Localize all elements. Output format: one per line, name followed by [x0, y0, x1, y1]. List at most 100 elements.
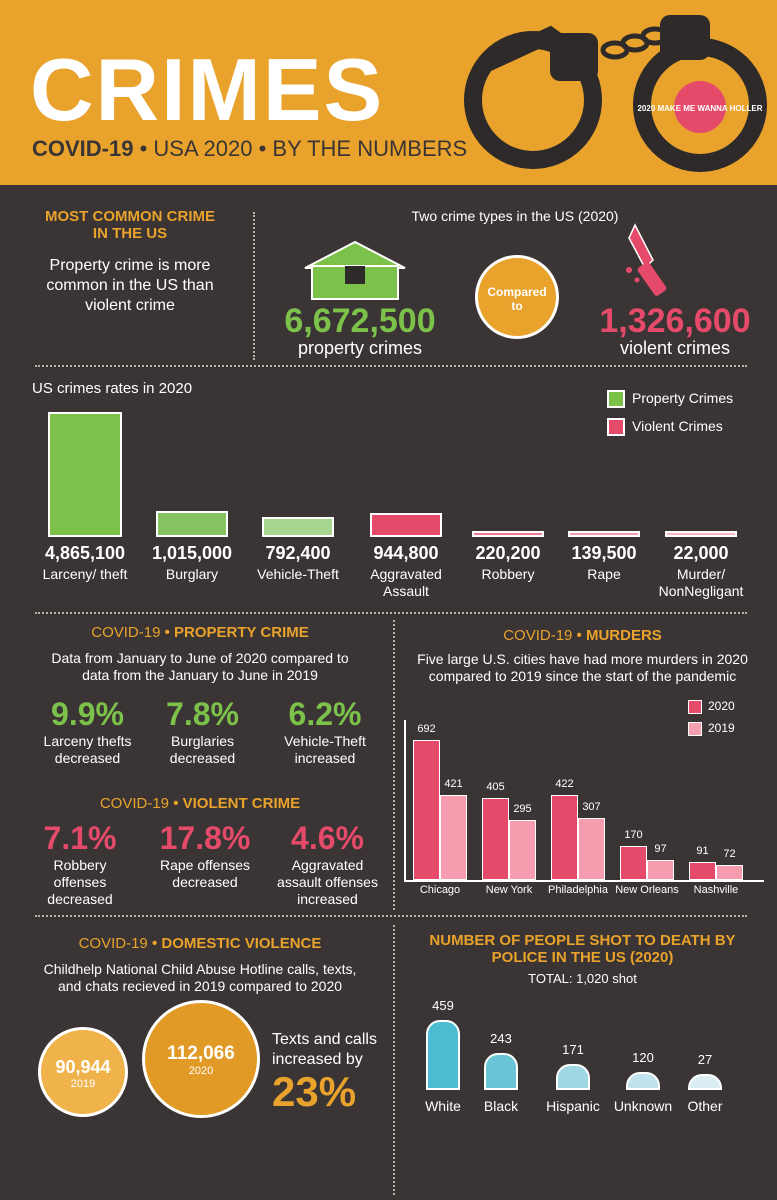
common-text-1: Property crime is more — [49, 257, 211, 274]
legend-violent-swatch — [607, 418, 625, 436]
rate-value-label: 220,200 — [475, 543, 541, 563]
rate-bar — [370, 513, 442, 537]
violent-total: 1,326,600 — [599, 302, 751, 340]
x-axis-line — [404, 880, 764, 882]
stat-label: assault offenses — [277, 874, 378, 890]
murders-desc: Five large U.S. cities have had more mur… — [400, 651, 765, 685]
stat-assault: 4.6% Aggravated assault offenses increas… — [270, 820, 385, 908]
stat-label: Burglaries — [170, 733, 235, 749]
property-heading-b: PROPERTY CRIME — [174, 624, 309, 641]
murder-category-label: Philadelphia — [548, 884, 608, 896]
murder-value-label: 97 — [654, 843, 667, 855]
domestic-note-pct: 23% — [272, 1068, 357, 1115]
police-value-label: 120 — [632, 1050, 654, 1065]
property-desc-1: Data from January to June of 2020 compar… — [51, 650, 349, 666]
rate-category-label: Robbery — [481, 566, 535, 582]
murder-value-label: 170 — [624, 829, 643, 841]
murder-value-label: 295 — [513, 803, 532, 815]
murder-value-label: 307 — [582, 801, 601, 813]
violent-heading-b: VIOLENT CRIME — [182, 795, 301, 812]
rate-bar — [665, 531, 737, 537]
handcuffs-icon: 2020 MAKE ME WANNA HOLLER — [464, 15, 767, 172]
murder-category-label: New York — [485, 884, 533, 896]
stat-label: increased — [294, 750, 356, 766]
stat-value: 4.6% — [291, 820, 364, 856]
murder-value-label: 91 — [696, 845, 709, 857]
violent-total-label: violent crimes — [619, 338, 731, 358]
police-bar — [556, 1064, 590, 1090]
police-value-label: 171 — [562, 1042, 584, 1057]
murder-bar — [440, 795, 467, 880]
divider — [35, 612, 747, 614]
stat-value: 7.1% — [43, 820, 117, 856]
stat-larceny: 9.9% Larceny thefts decreased — [30, 696, 145, 767]
stat-label: offenses — [53, 874, 107, 890]
value-2020: 112,066 — [167, 1043, 235, 1064]
value-2019: 90,944 — [55, 1057, 111, 1077]
logo-text: 2020 MAKE ME WANNA HOLLER — [637, 104, 762, 113]
murder-value-label: 422 — [555, 778, 574, 790]
page-subtitle: COVID-19 • USA 2020 • BY THE NUMBERS — [32, 136, 467, 162]
murder-category-label: New Orleans — [615, 884, 679, 896]
domestic-heading-a: COVID-19 — [78, 935, 148, 952]
murder-category-label: Nashville — [693, 884, 739, 896]
common-text-3: violent crime — [85, 297, 175, 314]
rate-category-label: NonNegligant — [658, 583, 744, 599]
murder-bar — [716, 865, 743, 880]
domestic-desc: Childhelp National Child Abuse Hotline c… — [20, 961, 380, 995]
murders-desc-1: Five large U.S. cities have had more mur… — [417, 651, 748, 667]
stat-rape: 17.8% Rape offenses decreased — [145, 820, 265, 891]
stat-label: decreased — [172, 874, 238, 890]
stat-label: Rape offenses — [159, 857, 251, 873]
stat-vehicle: 6.2% Vehicle-Theft increased — [265, 696, 385, 767]
rate-category-label: Rape — [587, 566, 621, 582]
common-text-2: common in the US than — [46, 277, 214, 294]
house-icon — [304, 240, 406, 300]
property-total: 6,672,500 — [284, 302, 436, 340]
murder-bar — [509, 820, 536, 880]
violent-heading: COVID-19 • VIOLENT CRIME — [99, 795, 301, 812]
legend-2019-label: 2019 — [708, 721, 735, 735]
murder-bar — [689, 862, 716, 880]
rate-bar — [568, 531, 640, 537]
compare-title: Two crime types in the US (2020) — [411, 208, 619, 224]
murder-category-label: Chicago — [419, 884, 461, 896]
murder-bar — [620, 846, 647, 880]
murders-desc-2: compared to 2019 since the start of the … — [428, 668, 737, 684]
stat-value: 7.8% — [166, 696, 239, 732]
domestic-heading: COVID-19 • DOMESTIC VIOLENCE — [78, 935, 322, 952]
domestic-desc-1: Childhelp National Child Abuse Hotline c… — [43, 961, 357, 977]
murder-value-label: 72 — [723, 848, 736, 860]
stat-label: decreased — [169, 750, 236, 766]
stat-burglary: 7.8% Burglaries decreased — [145, 696, 260, 767]
property-heading: COVID-19 • PROPERTY CRIME — [91, 624, 309, 641]
page-title: CRIMES — [30, 40, 385, 139]
rates-chart-title: US crimes rates in 2020 — [32, 380, 193, 397]
domestic-note: Texts and calls increased by 23% — [272, 1030, 377, 1114]
rate-category-label: Murder/ — [676, 566, 726, 582]
police-total: TOTAL: 1,020 shot — [528, 971, 637, 986]
rate-bar — [156, 511, 228, 537]
police-value-label: 243 — [490, 1031, 512, 1046]
police-category-label: Black — [483, 1098, 519, 1114]
stat-label: increased — [297, 891, 358, 907]
rate-category-label: Aggravated — [370, 566, 442, 582]
police-category-label: Unknown — [613, 1098, 673, 1114]
common-heading-1: MOST COMMON CRIME — [45, 208, 215, 225]
legend-2020-swatch — [688, 700, 702, 714]
police-value-label: 27 — [697, 1052, 713, 1067]
stat-label: Larceny thefts — [43, 733, 132, 749]
rate-category-label: Burglary — [165, 566, 219, 582]
property-desc: Data from January to June of 2020 compar… — [20, 650, 380, 684]
murder-value-label: 692 — [417, 723, 436, 735]
murder-value-label: 421 — [444, 778, 463, 790]
knife-icon — [626, 223, 667, 296]
murder-bar — [482, 798, 509, 880]
murder-bar — [413, 740, 440, 880]
rate-value-label: 1,015,000 — [151, 543, 233, 563]
rate-bar — [262, 517, 334, 537]
rate-value-label: 22,000 — [673, 543, 729, 563]
violent-heading-a: COVID-19 — [99, 795, 170, 812]
murders-heading-b: MURDERS — [585, 627, 662, 644]
police-category-label: Hispanic — [546, 1098, 600, 1114]
